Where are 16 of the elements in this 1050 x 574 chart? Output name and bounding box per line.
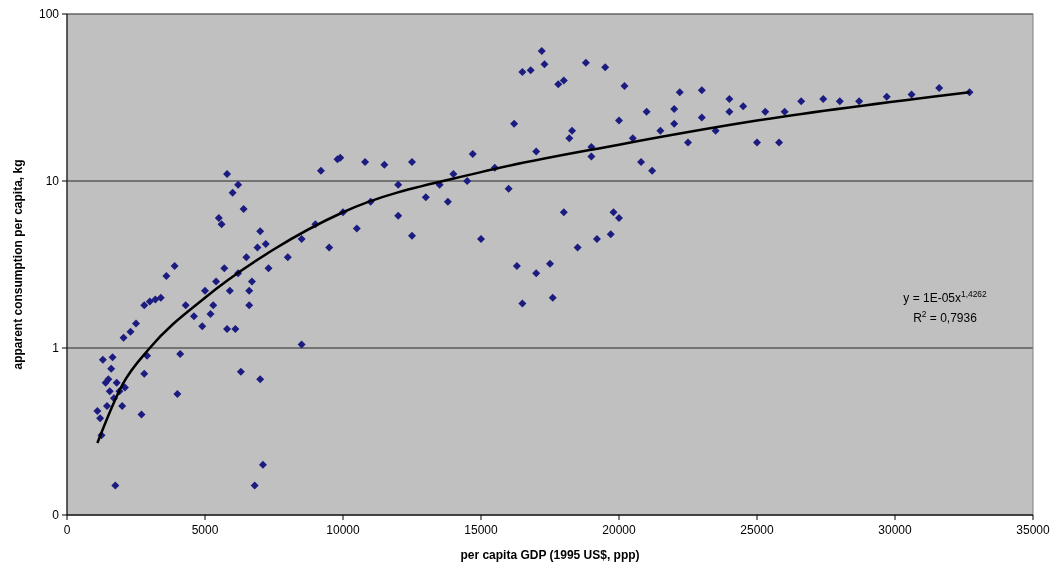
x-tick-label: 10000 [326,523,361,537]
x-axis-title: per capita GDP (1995 US$, ppp) [460,548,640,562]
x-tick-label: 0 [63,523,71,537]
x-tick-label: 30000 [878,523,913,537]
x-tick-label: 15000 [464,523,499,537]
x-tick-label: 5000 [191,523,219,537]
y-tick-label: 100 [38,7,60,21]
y-tick-label: 10 [45,174,60,188]
x-tick-label: 25000 [740,523,775,537]
y-axis-title: apparent consumption per capita, kg [11,159,25,370]
x-tick-label: 20000 [602,523,637,537]
x-tick-label: 35000 [1016,523,1050,537]
annotation: y = 1E-05x$^{1,4262}$ [903,289,987,305]
y-tick-label: 1 [52,341,60,355]
y-tick-label: 0 [52,508,60,522]
annotation: R$^{2}$ = 0,7936 [913,309,978,325]
